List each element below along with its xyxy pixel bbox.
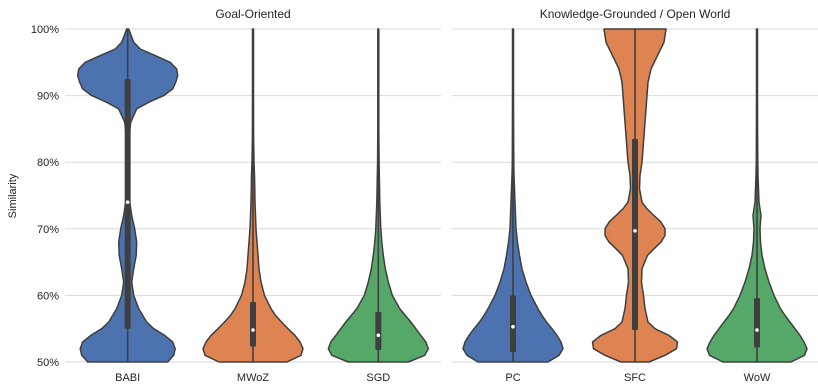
x-tick-label: MWoZ	[237, 372, 269, 384]
panel-title: Goal-Oriented	[215, 7, 290, 21]
panel-title: Knowledge-Grounded / Open World	[540, 7, 731, 21]
violin-sfc: SFC	[591, 28, 679, 384]
violin-sgd: SGD	[327, 28, 430, 384]
y-tick-label: 90%	[37, 91, 59, 103]
violin-median-marker	[251, 328, 255, 332]
violin-median-marker	[755, 328, 759, 332]
violin-wow: WoW	[706, 28, 808, 384]
y-tick-label: 60%	[37, 290, 59, 302]
y-tick-label: 100%	[31, 24, 59, 36]
x-tick-label: SFC	[624, 372, 646, 384]
violin-iqr-box	[510, 295, 516, 353]
y-tick-label: 80%	[37, 157, 59, 169]
panels: Goal-Oriented BABI MWoZ SGD Knowledge-Ground…	[65, 7, 818, 384]
y-axis-label: Similarity	[7, 173, 19, 218]
violin-median-marker	[633, 228, 637, 233]
violin-median-marker	[125, 200, 130, 204]
y-tick-label: 70%	[37, 224, 59, 236]
x-tick-label: PC	[505, 372, 520, 384]
violin-babi: BABI	[76, 28, 179, 384]
violin-iqr-box	[375, 312, 382, 351]
violin-iqr-box	[754, 298, 760, 348]
x-tick-label: BABI	[115, 372, 140, 384]
y-axis: 50% 60% 70% 80% 90% 100%	[31, 24, 59, 369]
x-tick-label: WoW	[744, 372, 771, 384]
violin-iqr-box	[632, 138, 638, 331]
violin-median-marker	[511, 324, 515, 329]
violin-median-marker	[376, 333, 381, 338]
panel-1: Goal-Oriented BABI MWoZ SGD	[65, 7, 441, 384]
violin-iqr-box	[250, 302, 256, 347]
y-tick-label: 50%	[37, 357, 59, 369]
violin-pc: PC	[462, 28, 564, 384]
x-tick-label: SGD	[366, 372, 390, 384]
violin-mwoz: MWoZ	[202, 28, 304, 384]
panel-2: Knowledge-Grounded / Open World PC SFC WoW	[452, 7, 818, 384]
